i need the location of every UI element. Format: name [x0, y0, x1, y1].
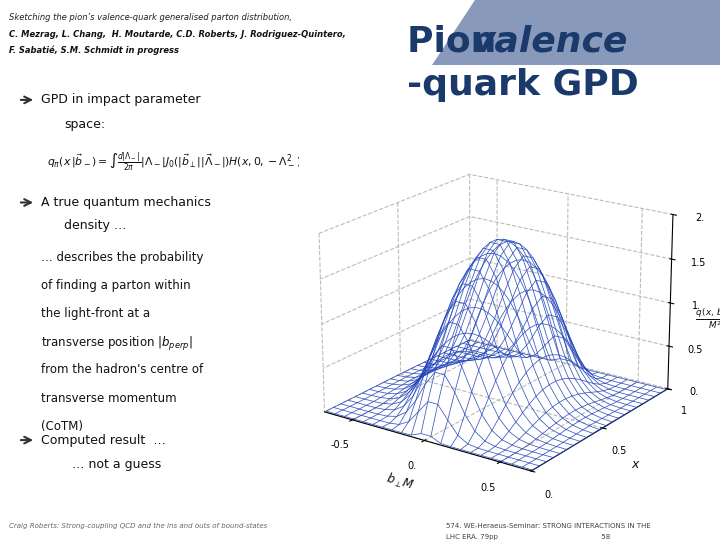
Text: density …: density … — [64, 219, 127, 232]
Text: Computed result  …: Computed result … — [41, 434, 166, 447]
Text: Craig Roberts: Strong-coupling QCD and the ins and outs of bound-states: Craig Roberts: Strong-coupling QCD and t… — [9, 523, 268, 529]
Text: of finding a parton within: of finding a parton within — [41, 279, 191, 292]
Text: F. Sabatié, S.M. Schmidt in progress: F. Sabatié, S.M. Schmidt in progress — [9, 46, 179, 56]
Text: transverse momentum: transverse momentum — [41, 392, 176, 404]
Text: (CoTM): (CoTM) — [41, 420, 83, 433]
X-axis label: $b_\perp M$: $b_\perp M$ — [384, 470, 416, 494]
Text: transverse position $|b_{perp}|$: transverse position $|b_{perp}|$ — [41, 335, 193, 353]
Text: from the hadron's centre of: from the hadron's centre of — [41, 363, 203, 376]
Text: 574. WE-Heraeus-Seminar: STRONG INTERACTIONS IN THE: 574. WE-Heraeus-Seminar: STRONG INTERACT… — [446, 523, 651, 529]
Text: $q_\pi(x\,|\vec{b}_-) = \int \frac{d|\Lambda_-|}{2\pi}|\Lambda_-|J_0(|\vec{b}_\p: $q_\pi(x\,|\vec{b}_-) = \int \frac{d|\La… — [47, 150, 301, 174]
Polygon shape — [432, 0, 720, 65]
Text: C. Mezrag, L. Chang,  H. Moutarde, C.D. Roberts, J. Rodriguez-Quintero,: C. Mezrag, L. Chang, H. Moutarde, C.D. R… — [9, 30, 346, 39]
Text: Sketching the pion’s valence-quark generalised parton distribution,: Sketching the pion’s valence-quark gener… — [9, 14, 292, 23]
Text: GPD in impact parameter: GPD in impact parameter — [41, 93, 201, 106]
Text: LHC ERA. 79pp                                              58: LHC ERA. 79pp 58 — [446, 534, 611, 540]
Text: -quark GPD: -quark GPD — [407, 68, 639, 102]
Text: A true quantum mechanics: A true quantum mechanics — [41, 196, 211, 209]
Text: … describes the probability: … describes the probability — [41, 251, 204, 264]
Text: space:: space: — [64, 118, 105, 131]
Y-axis label: $x$: $x$ — [631, 458, 642, 471]
Text: $\frac{q\,(x,\,b_\perp)}{M^2}$: $\frac{q\,(x,\,b_\perp)}{M^2}$ — [696, 306, 720, 331]
Text: … not a guess: … not a guess — [72, 458, 161, 471]
Text: valence: valence — [472, 24, 628, 58]
Text: the light-front at a: the light-front at a — [41, 307, 150, 320]
Text: Pion: Pion — [407, 24, 509, 58]
